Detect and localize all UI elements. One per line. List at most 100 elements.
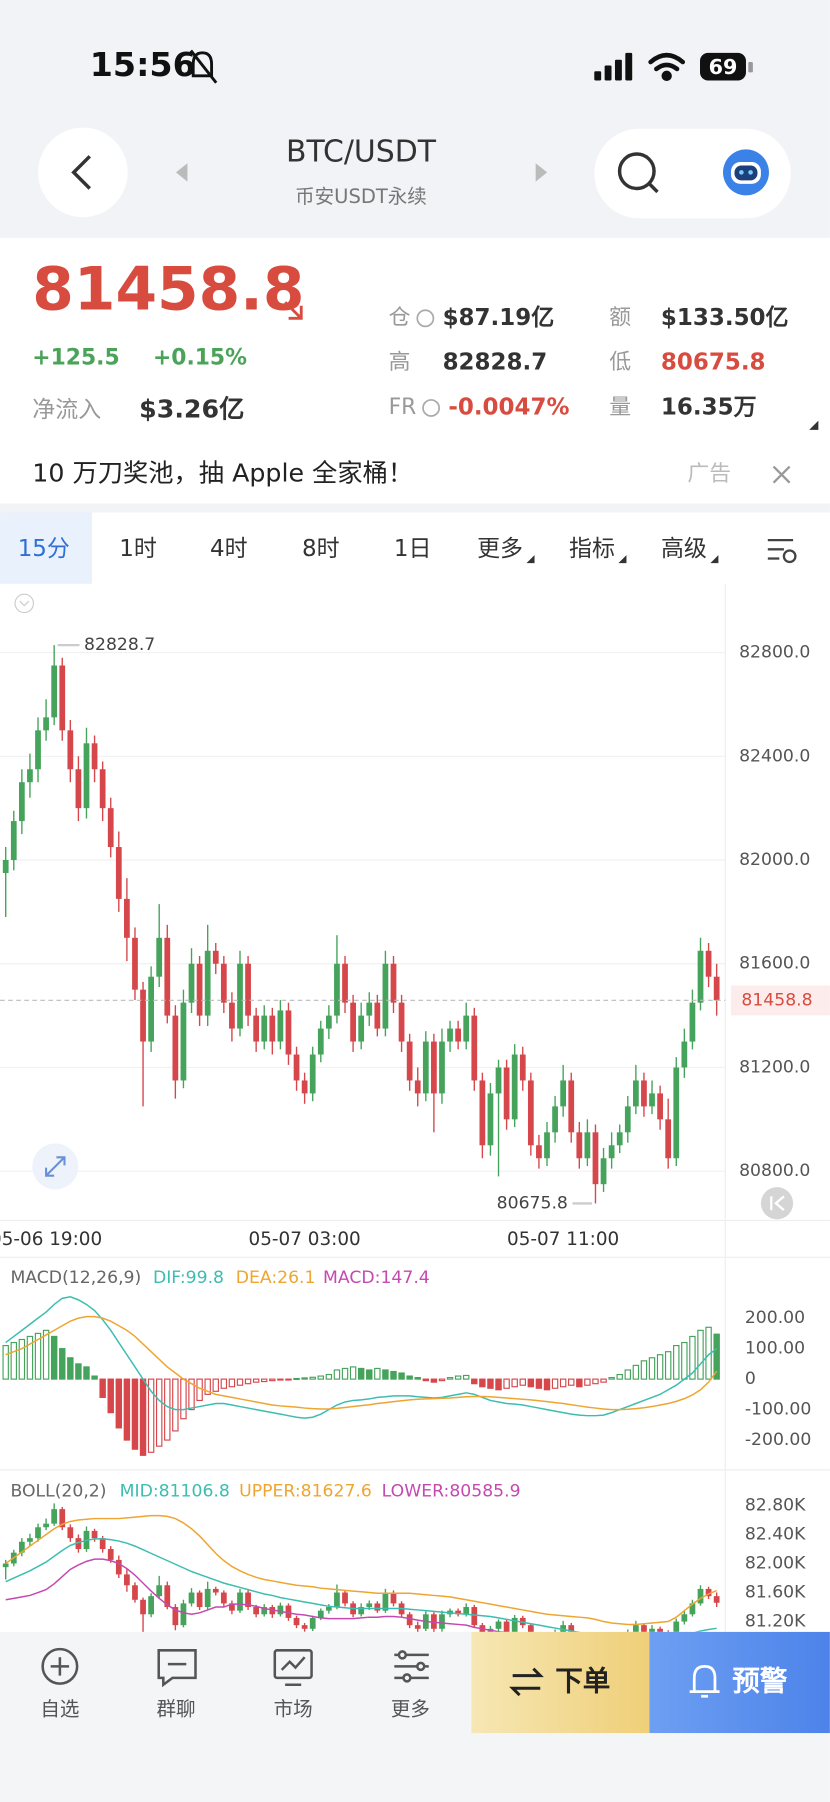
candle-body <box>527 1625 534 1632</box>
timeframe-tab[interactable]: 15分 <box>18 536 70 562</box>
timeframe-tab[interactable]: 高级 <box>661 536 707 562</box>
info-icon[interactable] <box>416 309 435 328</box>
stat-value: $133.50亿 <box>661 305 789 331</box>
macd-bar <box>535 1378 543 1389</box>
order-label[interactable]: 下单 <box>555 1664 610 1697</box>
assistant-button[interactable] <box>722 149 769 196</box>
macd-bar <box>349 1366 357 1380</box>
macd-bar <box>656 1354 664 1380</box>
candle-body <box>10 821 17 861</box>
candle-body <box>43 1523 49 1528</box>
candle-body <box>439 1041 445 1094</box>
macd-bar <box>697 1329 704 1380</box>
max-label: 82828.7 <box>84 635 155 655</box>
candle-body <box>374 1603 381 1611</box>
candle-body <box>277 1010 284 1042</box>
ad-close[interactable] <box>772 465 791 484</box>
collapse-icon[interactable] <box>14 593 35 614</box>
candle-body <box>115 847 122 899</box>
timeframe-tab[interactable]: 1时 <box>119 536 157 562</box>
info-icon[interactable] <box>422 399 440 417</box>
candle-body <box>317 1028 324 1055</box>
macd-bar <box>59 1348 66 1380</box>
y-tick-label: -100.00 <box>745 1400 811 1420</box>
candle-body <box>188 963 195 1003</box>
candle-body <box>390 963 397 1003</box>
candle-body <box>35 1527 41 1539</box>
battery <box>700 52 746 81</box>
macd-bar <box>10 1341 17 1380</box>
candle-body <box>350 1002 356 1042</box>
candle-body <box>91 743 98 770</box>
candle-body <box>124 1574 130 1586</box>
candle-body <box>641 1080 647 1107</box>
price-change: +125.5 <box>32 346 119 371</box>
candle-body <box>317 1610 324 1618</box>
stat-value: 16.35万 <box>661 394 757 420</box>
timeframe-tab[interactable]: 4时 <box>210 536 248 562</box>
macd-bar <box>75 1363 82 1380</box>
macd-bar <box>188 1378 195 1411</box>
nav-label[interactable]: 更多 <box>391 1698 430 1721</box>
candle-body <box>366 1603 373 1608</box>
x-tick-label: 05-06 19:00 <box>0 1229 102 1250</box>
macd-bar <box>640 1360 648 1380</box>
candle-body <box>164 1585 171 1608</box>
indicator-title: BOLL(20,2) <box>10 1482 106 1502</box>
search-button[interactable] <box>617 152 659 194</box>
order-button[interactable] <box>471 1631 650 1734</box>
candle-body <box>293 1617 300 1626</box>
timeframe-tab[interactable]: 更多 <box>477 536 523 562</box>
candle-body <box>665 1119 672 1159</box>
timeframe-tab[interactable]: 指标 <box>569 536 615 562</box>
macd-bar <box>50 1335 58 1380</box>
alert-label[interactable]: 预警 <box>732 1664 788 1697</box>
chart-settings[interactable] <box>767 538 797 564</box>
y-tick-label: 81.60K <box>745 1583 806 1603</box>
candle-body <box>204 1588 211 1608</box>
alert-button[interactable] <box>649 1631 830 1734</box>
macd-bar <box>462 1374 470 1380</box>
candle-body <box>75 1538 82 1550</box>
candle-body <box>649 1628 655 1632</box>
macd-bar <box>317 1375 325 1380</box>
candle-body <box>334 1592 340 1608</box>
candle-body <box>366 1002 373 1016</box>
y-tick-label: 82.40K <box>745 1525 806 1545</box>
battery-tip <box>748 62 753 73</box>
charts: 82800.0 82400.0 82000.0 81600.0 81200.0 80800… <box>0 635 830 1632</box>
ad-text[interactable]: 10 万刀奖池，抽 Apple 全家桶！ <box>32 459 413 488</box>
y-tick-label: 81200.0 <box>739 1057 810 1077</box>
macd-bar <box>147 1378 155 1453</box>
next-pair[interactable] <box>535 163 548 182</box>
back-button[interactable] <box>38 127 128 218</box>
macd-bar <box>414 1377 421 1380</box>
candle-body <box>358 1015 365 1042</box>
macd-bar <box>236 1378 244 1386</box>
candle-body <box>18 1541 25 1553</box>
y-tick-label: 82.80K <box>745 1496 806 1516</box>
candle-body <box>681 1614 688 1622</box>
prev-pair[interactable] <box>175 163 188 182</box>
timeframe-tab[interactable]: 1日 <box>394 536 432 562</box>
nav-label[interactable]: 群聊 <box>156 1698 195 1721</box>
timeframe-tab[interactable]: 8时 <box>302 536 340 562</box>
candle-body <box>608 1145 615 1159</box>
min-label: 80675.8 <box>497 1193 568 1213</box>
candle-body <box>406 1041 413 1081</box>
x-tick-label: 05-07 11:00 <box>507 1229 619 1250</box>
macd-bar <box>67 1357 74 1380</box>
macd-bar <box>406 1375 413 1380</box>
candle-body <box>43 717 49 731</box>
nav-label[interactable]: 市场 <box>274 1698 313 1721</box>
macd-bar <box>34 1332 42 1380</box>
candle-body <box>140 1599 146 1615</box>
nav-label[interactable]: 自选 <box>40 1698 79 1721</box>
last-price-label: 81458.8 <box>741 990 812 1010</box>
candle-body <box>342 1592 348 1604</box>
candle-body <box>67 1527 74 1539</box>
candle-body <box>51 1509 58 1524</box>
macd-bar <box>123 1378 131 1441</box>
expand-marker[interactable] <box>809 420 819 430</box>
